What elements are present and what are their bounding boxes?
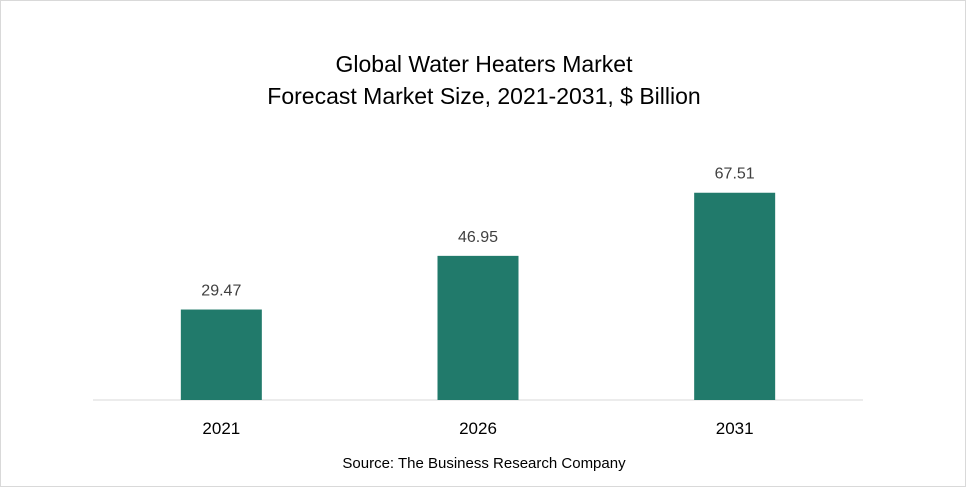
chart-subtitle: Forecast Market Size, 2021-2031, $ Billi…	[267, 83, 701, 109]
x-tick-label-2026: 2026	[459, 419, 497, 438]
data-label-2031: 67.51	[715, 166, 755, 183]
data-label-2021: 29.47	[201, 283, 241, 300]
bar-2031	[694, 192, 776, 400]
source-note: Source: The Business Research Company	[342, 455, 626, 472]
bar-2021	[180, 309, 262, 400]
x-tick-label-2031: 2031	[716, 419, 754, 438]
data-label-2026: 46.95	[458, 229, 498, 246]
bar-2026	[437, 255, 519, 400]
x-tick-label-2021: 2021	[202, 419, 240, 438]
chart-title: Global Water Heaters Market	[335, 51, 633, 77]
